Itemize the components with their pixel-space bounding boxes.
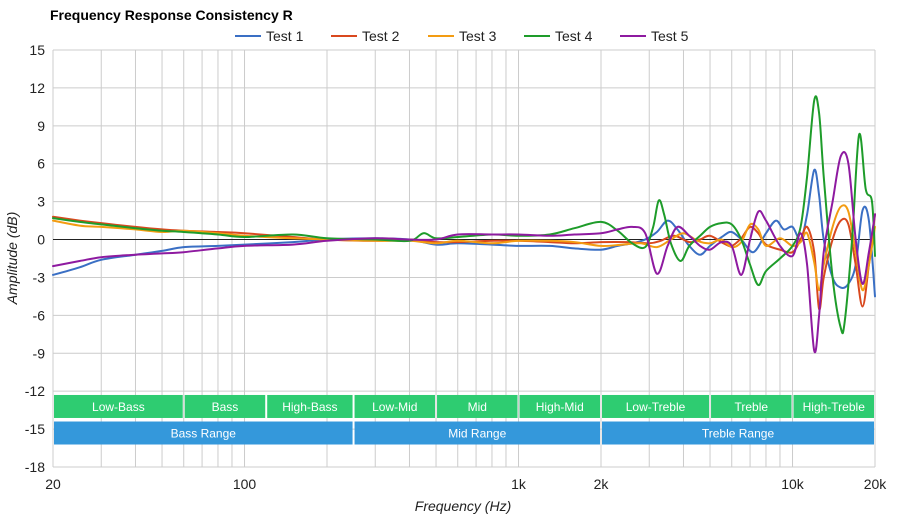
- range-bands: Low-Bass Bass High-Bass Low-Mid Mid High-Mid L…: [54, 394, 874, 445]
- band-high-bass: [267, 394, 353, 418]
- band-bass: [184, 394, 266, 418]
- band-label: Bass Range: [171, 427, 237, 441]
- x-tick-label: 20: [45, 476, 61, 492]
- band-label: Mid Range: [448, 427, 506, 441]
- y-tick-label: 9: [37, 118, 45, 134]
- y-tick-label: 3: [37, 194, 45, 210]
- legend-label: Test 1: [266, 28, 304, 44]
- y-tick-label: -18: [25, 459, 45, 475]
- x-tick-label: 2k: [594, 476, 610, 492]
- y-tick-label: -15: [25, 421, 45, 437]
- legend-item-test-2: Test 2: [331, 28, 400, 44]
- y-axis-ticks: 15 12 9 6 3 0 -3 -6 -9 -12 -15 -18: [25, 42, 45, 475]
- series-test-4: [52, 95, 876, 335]
- y-tick-label: -3: [33, 269, 46, 285]
- band-label: Mid: [468, 400, 487, 414]
- band-label: Low-Mid: [372, 400, 417, 414]
- legend-label: Test 3: [459, 28, 497, 44]
- band-treble-range: [602, 421, 874, 445]
- series-test-5: [52, 151, 876, 354]
- band-low-bass: [54, 394, 183, 418]
- legend: Test 1 Test 2 Test 3 Test 4 Test 5: [235, 28, 689, 44]
- band-label: Bass: [212, 400, 239, 414]
- series-test-1: [52, 168, 876, 298]
- y-tick-label: 0: [37, 232, 45, 248]
- x-tick-label: 10k: [781, 476, 805, 492]
- legend-item-test-1: Test 1: [235, 28, 304, 44]
- x-tick-label: 100: [233, 476, 257, 492]
- y-axis-label: Amplitude (dB): [4, 212, 20, 306]
- band-treble: [711, 394, 792, 418]
- x-axis-label: Frequency (Hz): [415, 498, 511, 514]
- y-tick-label: 12: [29, 80, 45, 96]
- band-label: High-Bass: [282, 400, 337, 414]
- legend-label: Test 5: [651, 28, 689, 44]
- band-mid: [437, 394, 518, 418]
- series-test-2: [52, 213, 876, 311]
- band-label: High-Mid: [536, 400, 584, 414]
- band-high-treble: [793, 394, 874, 418]
- x-tick-label: 1k: [511, 476, 527, 492]
- band-label: High-Treble: [803, 400, 866, 414]
- y-tick-label: -12: [25, 383, 45, 399]
- legend-item-test-3: Test 3: [428, 28, 497, 44]
- legend-label: Test 2: [362, 28, 400, 44]
- band-label: Treble: [734, 400, 768, 414]
- band-low-treble: [602, 394, 710, 418]
- band-bass-range: [54, 421, 353, 445]
- band-low-mid: [354, 394, 436, 418]
- y-tick-label: -9: [33, 345, 46, 361]
- legend-label: Test 4: [555, 28, 593, 44]
- band-label: Low-Bass: [92, 400, 145, 414]
- legend-item-test-4: Test 4: [524, 28, 593, 44]
- chart-title: Frequency Response Consistency R: [50, 7, 293, 23]
- y-tick-label: -6: [33, 307, 46, 323]
- y-tick-label: 6: [37, 156, 45, 172]
- x-axis-ticks: 20 100 1k 2k 10k 20k: [45, 476, 887, 492]
- band-mid-range: [354, 421, 600, 445]
- band-high-mid: [519, 394, 600, 418]
- band-label: Low-Treble: [626, 400, 686, 414]
- series-lines: [52, 95, 876, 354]
- y-tick-label: 15: [29, 42, 45, 58]
- legend-item-test-5: Test 5: [620, 28, 689, 44]
- band-label: Treble Range: [702, 427, 775, 441]
- x-tick-label: 20k: [864, 476, 888, 492]
